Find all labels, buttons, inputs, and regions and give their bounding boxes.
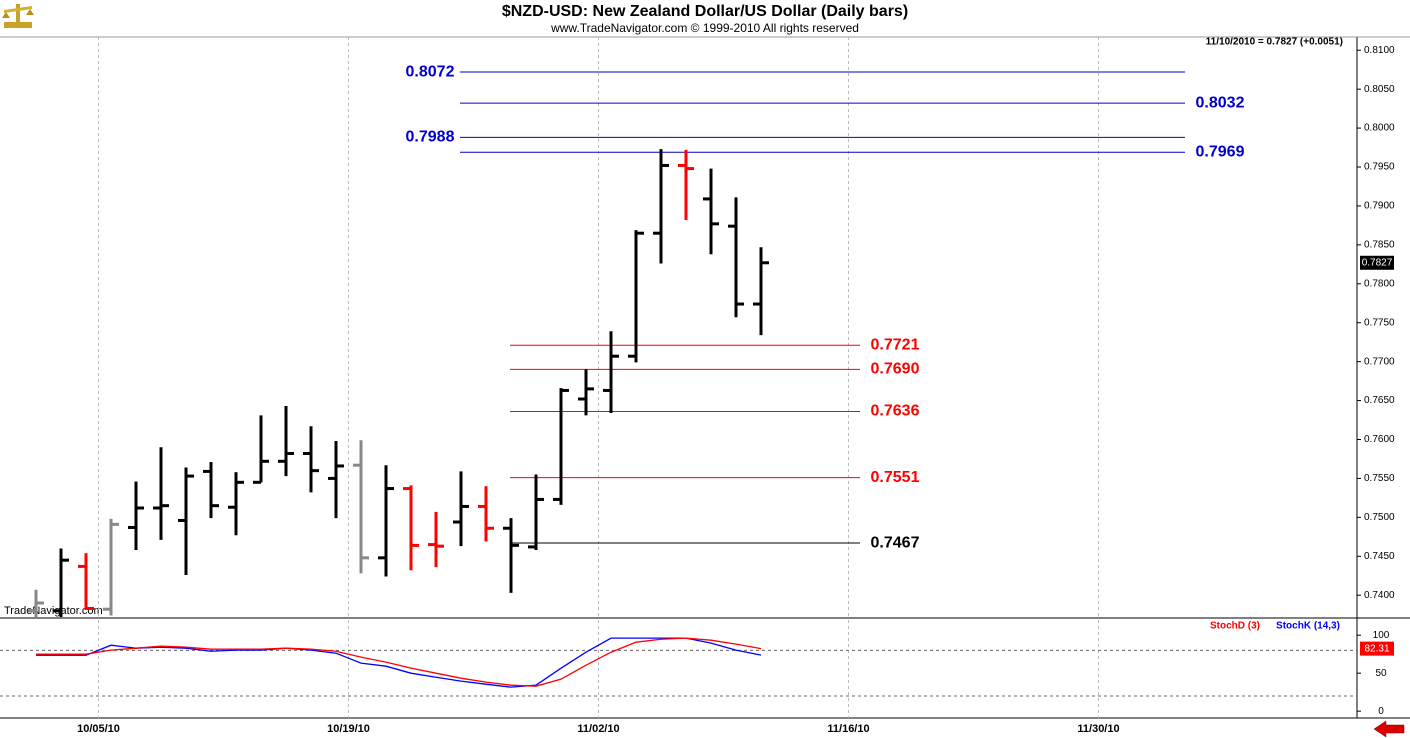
y-tick-label: 0.7600 [1364,434,1395,445]
grid [98,37,1099,718]
chart-subtitle: www.TradeNavigator.com © 1999-2010 All r… [550,21,859,35]
logo [2,4,34,28]
level-label: 0.7636 [871,403,920,420]
logo-pan [26,9,34,15]
y-tick-label: 0.7400 [1364,590,1395,601]
y-tick-label: 0.8000 [1364,123,1395,134]
x-tick-label: 11/16/10 [827,723,869,735]
y-tick-label: 0 [1378,706,1384,717]
level-label: 0.7467 [871,534,920,551]
y-tick-label: 0.7450 [1364,551,1395,562]
last-price-box [1360,255,1394,270]
legend-label: StochD (3) [1210,621,1260,632]
y-tick-label: 0.7700 [1364,356,1395,367]
logo-post [16,4,20,24]
y-tick-label: 100 [1373,630,1390,641]
level-label: 0.7690 [871,361,920,378]
y-tick-label: 0.7500 [1364,512,1395,523]
y-tick-label: 0.7950 [1364,162,1395,173]
y-tick-label: 0.7900 [1364,201,1395,212]
level-label: 0.8072 [406,63,455,80]
level-label: 0.7988 [406,129,455,146]
y-tick-label: 0.7750 [1364,317,1395,328]
y-tick-label: 0.8050 [1364,84,1395,95]
x-tick-label: 10/05/10 [77,723,120,735]
stoch-line [36,637,762,688]
y-tick-label: 0.7800 [1364,278,1395,289]
levels: 0.8072 0.8032 0.7988 0.7969 0.7721 0.7690 0.76… [406,63,1245,551]
level-label: 0.7969 [1196,143,1245,160]
logo-beam [4,6,32,13]
ohlc-bars [28,149,769,617]
level-label: 0.7721 [871,337,920,354]
x-tick-label: 11/30/10 [1077,723,1119,735]
scroll-arrow[interactable] [1373,720,1405,738]
legend-label: StochK (14,3) [1276,621,1340,632]
logo-pan [2,12,10,18]
level-label: 0.7551 [871,469,920,486]
y-tick-label: 0.8100 [1364,45,1395,56]
x-tick-label: 10/19/10 [327,723,370,735]
chart-title: $NZD-USD: New Zealand Dollar/US Dollar (… [502,3,908,20]
last-value-box [1360,641,1394,656]
last-value: 82.31 [1364,643,1389,654]
stoch-line [36,637,762,687]
y-tick-label: 50 [1375,668,1387,679]
quote: 11/10/2010 = 0.7827 (+0.0051) [1206,37,1343,48]
logo-base [4,22,32,28]
x-tick-label: 11/02/10 [577,723,619,735]
stoch-lines [36,637,762,688]
y-tick-label: 0.7650 [1364,395,1395,406]
y-tick-label: 0.7850 [1364,240,1395,251]
y-tick-label: 0.7550 [1364,473,1395,484]
level-label: 0.8032 [1196,94,1245,111]
last-price: 0.7827 [1362,257,1393,268]
